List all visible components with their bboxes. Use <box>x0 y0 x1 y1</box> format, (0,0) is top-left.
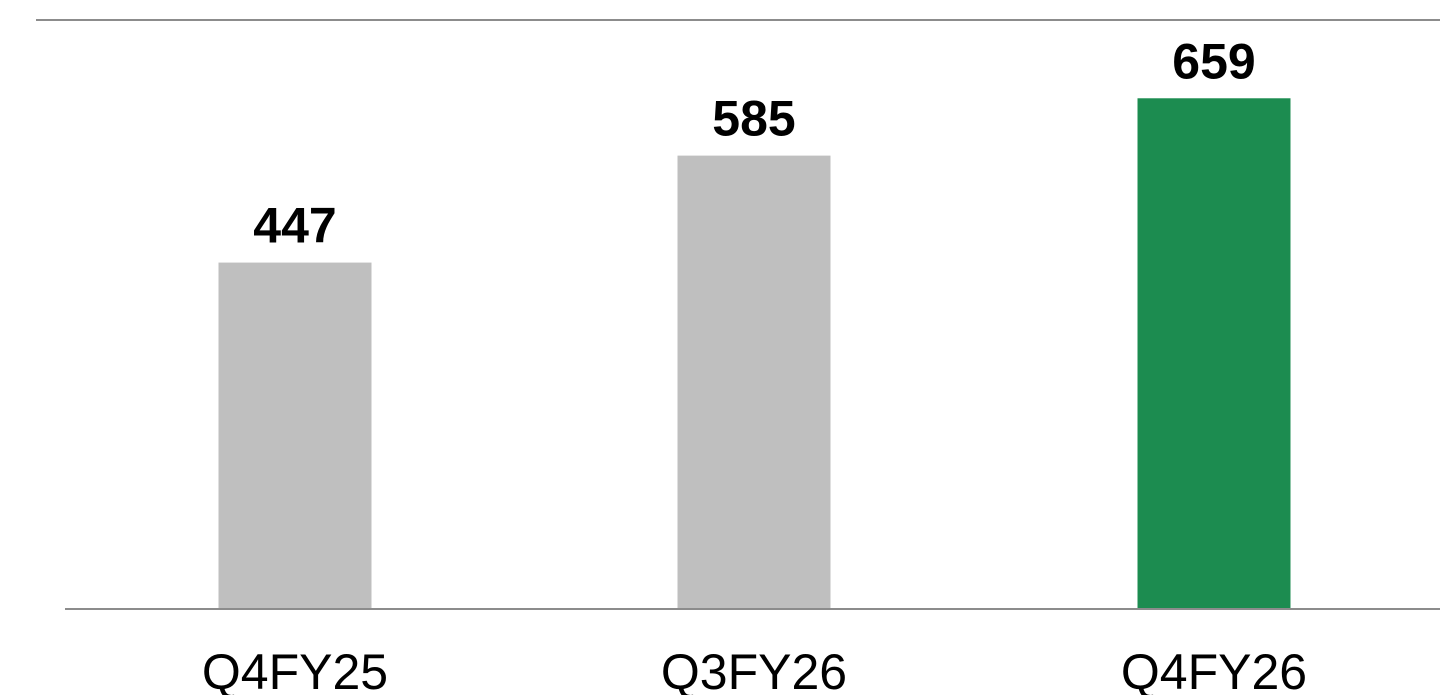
category-label-q4fy25: Q4FY25 <box>202 644 388 695</box>
category-label-q3fy26: Q3FY26 <box>661 644 847 695</box>
bar-q4fy25 <box>218 262 372 609</box>
bar-q4fy26 <box>1137 98 1291 610</box>
category-label-q4fy26: Q4FY26 <box>1121 644 1307 695</box>
value-label-q4fy26: 659 <box>1172 33 1255 89</box>
value-label-q3fy26: 585 <box>712 91 795 147</box>
value-labels-group: 447 585 659 <box>253 33 1255 253</box>
value-label-q4fy25: 447 <box>253 198 336 254</box>
bar-q3fy26 <box>677 155 831 609</box>
bars-group <box>218 98 1291 610</box>
category-labels-group: Q4FY25 Q3FY26 Q4FY26 <box>202 644 1307 700</box>
